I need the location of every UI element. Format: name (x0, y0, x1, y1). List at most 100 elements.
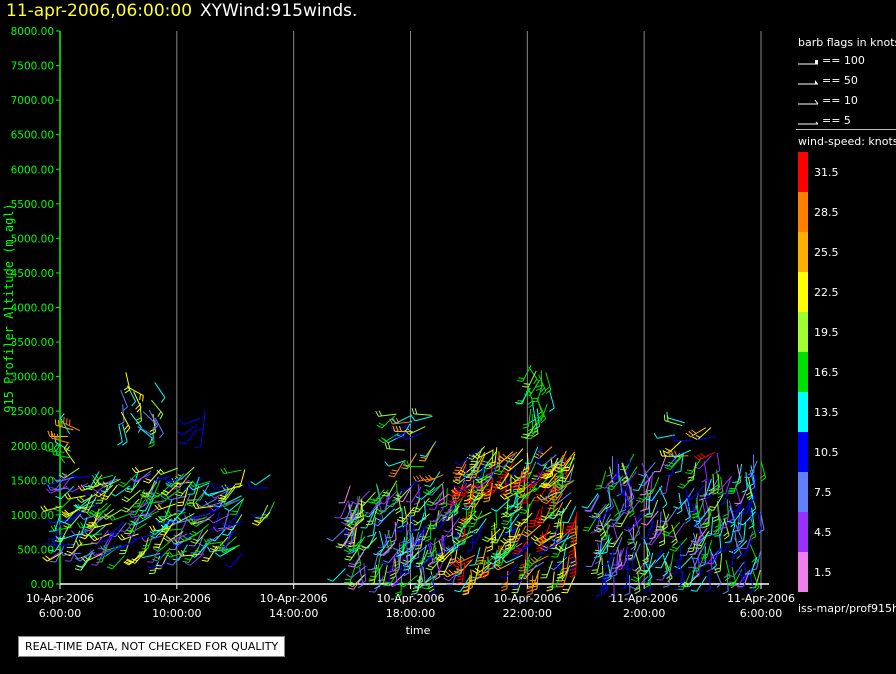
wind-barb (120, 539, 137, 549)
wind-barb-feather (568, 549, 575, 553)
wind-barb (451, 567, 459, 585)
wind-barb-feather (126, 558, 133, 563)
wind-barb (552, 507, 568, 520)
wind-barb (599, 506, 613, 521)
wind-barb-feather (346, 555, 353, 559)
colorbar-swatch (798, 152, 808, 192)
wind-barb-feather (664, 466, 671, 470)
wind-barb-feather (209, 538, 216, 542)
wind-barb-feather (429, 520, 436, 523)
wind-barb-feather (131, 401, 136, 407)
wind-barb (172, 508, 186, 522)
wind-barb (378, 530, 385, 549)
wind-barb (637, 557, 650, 572)
wind-barb-feather (694, 540, 701, 544)
wind-barb-feather (694, 455, 700, 461)
wind-barb (680, 453, 684, 472)
wind-barb-feather (630, 578, 637, 582)
wind-barb (749, 469, 756, 488)
wind-barb-feather (527, 400, 533, 405)
wind-barb-feather (436, 558, 443, 563)
wind-barb-feather (633, 576, 639, 580)
wind-barb-feather (527, 482, 534, 485)
wind-barb-feather (436, 552, 443, 556)
wind-barb (103, 531, 120, 543)
wind-barb-feather (605, 578, 612, 583)
wind-barb-feather (750, 583, 757, 586)
wind-barb-feather (455, 572, 462, 577)
wind-barb-feather (599, 531, 605, 537)
wind-barb-feather (47, 484, 52, 491)
wind-barb-feather (536, 549, 543, 553)
wind-barb (528, 561, 545, 572)
wind-barb-feather (427, 561, 434, 566)
wind-barb-feather (511, 482, 518, 487)
wind-barb (152, 545, 161, 563)
wind-barb (137, 426, 154, 436)
wind-barb-feather (466, 456, 473, 460)
wind-barb-feather (217, 500, 223, 506)
wind-barb (421, 486, 436, 500)
wind-barb-feather (514, 549, 521, 553)
wind-barb-feather (490, 523, 497, 528)
wind-barb-feather (412, 556, 419, 560)
wind-barb-feather (125, 559, 132, 564)
wind-barb-feather (718, 526, 724, 532)
wind-barb (698, 455, 712, 470)
wind-barb-feather (223, 467, 228, 474)
wind-barb (225, 495, 242, 505)
wind-barb-feather (142, 395, 144, 402)
wind-barb (350, 509, 365, 523)
wind-barb-feather (52, 540, 56, 547)
wind-barb-feather (154, 500, 161, 505)
wind-barb-feather (539, 494, 545, 500)
wind-barb-feather (665, 474, 672, 477)
wind-barb-feather (348, 565, 355, 568)
wind-barb (395, 414, 413, 424)
x-tick-time: 10:00:00 (152, 607, 201, 620)
wind-barb-feather (465, 499, 472, 502)
wind-barb-feather (120, 481, 127, 485)
wind-barb (699, 522, 702, 541)
wind-barb-feather (581, 506, 588, 509)
wind-barb-feather (549, 545, 556, 549)
wind-barb-feather (459, 537, 466, 541)
wind-barb-feather (543, 498, 550, 502)
wind-barb (495, 547, 511, 560)
wind-barb-feather (538, 551, 545, 555)
wind-barb-feather (67, 516, 74, 521)
wind-barb (202, 410, 206, 429)
wind-barb (627, 466, 638, 482)
wind-barb (349, 565, 357, 583)
wind-barb-feather (513, 485, 520, 488)
wind-barb-feather (542, 464, 548, 469)
wind-barb (363, 491, 376, 506)
wind-barb (181, 494, 191, 512)
wind-barb-feather (658, 543, 665, 547)
wind-barb-feather (685, 519, 691, 524)
wind-barb (97, 480, 112, 492)
wind-barb-feather (388, 475, 395, 478)
wind-barb-feather (649, 537, 656, 540)
wind-barb-feather (438, 501, 445, 506)
wind-barb-feather (668, 535, 675, 538)
wind-barb-feather (463, 502, 470, 505)
wind-barb-feather (502, 493, 508, 499)
wind-barb (448, 545, 454, 564)
wind-barb (685, 539, 695, 556)
wind-barb-feather (123, 506, 130, 511)
wind-barb-feather (644, 589, 651, 592)
wind-barb-feather (538, 485, 545, 489)
wind-barb-feather (476, 493, 483, 498)
legend-divider (796, 129, 896, 130)
wind-barb-feather (500, 539, 506, 545)
wind-barb (648, 528, 660, 545)
wind-barb-feather (451, 488, 457, 494)
wind-barb-feather (601, 535, 608, 538)
wind-barb (684, 502, 691, 520)
wind-barb-feather (371, 570, 378, 573)
wind-barb (698, 507, 711, 523)
wind-barb-feather (692, 436, 698, 441)
wind-barb (666, 507, 678, 523)
wind-barb (214, 527, 228, 542)
